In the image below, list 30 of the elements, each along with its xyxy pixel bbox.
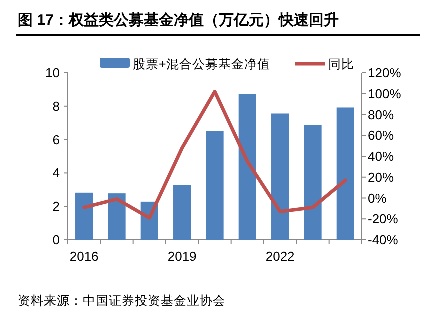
bar [108,194,126,240]
y2-tick-label: 80% [368,107,394,122]
chart-title: 图 17：权益类公募基金净值（万亿元）快速回升 [18,12,339,29]
y2-tick-label: 120% [368,66,402,80]
y2-tick-label: -40% [368,232,399,248]
y-tick-label: 2 [52,199,60,214]
y2-tick-label: 60% [368,128,394,144]
y-tick-label: 6 [52,132,60,148]
y2-tick-label: 20% [368,170,394,185]
bar [174,185,192,240]
bar [272,114,290,240]
y2-tick-label: -20% [368,212,399,227]
y-tick-label: 0 [52,232,60,248]
x-tick-label: 2019 [168,249,197,264]
legend-label: 股票+混合公募基金净值 [133,58,270,72]
y2-tick-label: 0% [368,190,388,206]
y2-tick-label: 40% [368,149,394,164]
bar [336,108,354,240]
x-tick-label: 2022 [266,249,295,264]
bar [206,131,224,240]
x-tick-label: 2016 [70,249,99,264]
bar [238,94,256,240]
text: 资料来源：中国证券投资基金业协会 [18,294,226,308]
bar [304,125,322,240]
y2-tick-label: 100% [368,86,402,102]
y-tick-label: 4 [52,166,60,181]
y-tick-label: 10 [46,66,60,80]
legend-label: 同比 [328,58,354,72]
bar [76,192,94,240]
y-tick-label: 8 [52,98,60,114]
